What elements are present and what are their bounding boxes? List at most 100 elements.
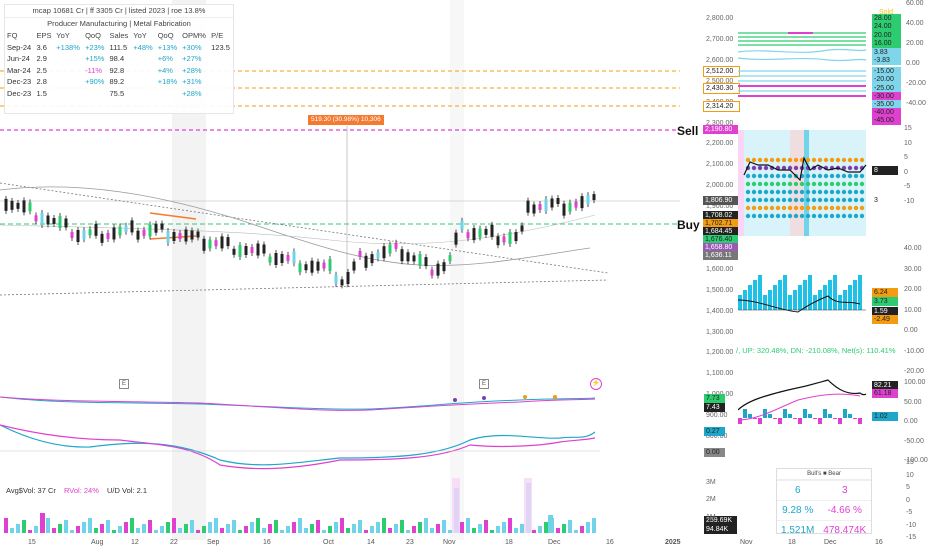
top-indicator-tag: -15.00	[872, 67, 901, 76]
volume-bar	[166, 522, 170, 533]
signal-dot	[763, 189, 769, 195]
candle-body	[364, 255, 368, 268]
time-axis-right-label: Nov	[740, 539, 753, 546]
cell-fq: Dec-23	[7, 88, 32, 98]
candle-body	[328, 259, 332, 271]
volume-bars	[4, 483, 596, 533]
signal-dot	[745, 181, 751, 187]
candle-body	[238, 245, 242, 257]
price-axis-label: 2,800.00	[706, 15, 734, 22]
signal-dot	[799, 213, 805, 219]
updown-summary: /, UP: 320.48%, DN: -210.08%, Net(s): 11…	[736, 346, 896, 355]
price-axis-label: 1,600.00	[706, 265, 734, 273]
signal-dot	[763, 157, 769, 163]
candle-body	[316, 261, 320, 271]
volume-bar	[382, 518, 386, 533]
signal-dot	[745, 189, 751, 195]
price-axis-label: 2,500.00	[706, 77, 734, 85]
cell-pe: 123.5	[211, 42, 230, 52]
volume-spike	[548, 515, 553, 533]
vol-osc-bar	[763, 295, 767, 310]
candle-body	[208, 239, 212, 249]
candle-body	[250, 247, 254, 253]
volume-bar	[214, 518, 218, 533]
col-8: P/E	[211, 31, 224, 41]
signal-dot	[787, 165, 793, 171]
volume-axis-label: 3M	[706, 479, 716, 486]
signal-dot	[757, 205, 763, 211]
candle-body	[436, 263, 440, 276]
volume-bar	[316, 520, 320, 533]
signal-dot	[829, 197, 835, 203]
lower-axis-label: 5	[906, 484, 910, 491]
volume-bar	[148, 520, 152, 533]
cell-eps_yoy	[54, 76, 83, 88]
signal-dot	[799, 189, 805, 195]
flash-icon[interactable]: ⚡	[590, 378, 602, 390]
signal-dot	[757, 213, 763, 219]
signal-dot	[781, 157, 787, 163]
signal-dot	[763, 205, 769, 211]
col-0: FQ	[7, 31, 18, 41]
macd-bar	[783, 409, 787, 418]
volume-bar	[388, 528, 392, 533]
candle-body	[478, 228, 482, 238]
macd-bar	[818, 418, 822, 424]
volume-bar	[112, 530, 116, 533]
time-axis-right-label: Dec	[824, 539, 837, 546]
candle-body	[106, 232, 110, 239]
bear-pct: -4.66 %	[818, 500, 871, 521]
candle-body	[430, 269, 434, 276]
signal-dot	[757, 173, 763, 179]
signal-dot	[787, 173, 793, 179]
volume-bar	[280, 530, 284, 533]
volume-bar	[100, 524, 104, 533]
fundamentals-header: mcap 10681 Cr | ff 3305 Cr | listed 2023…	[32, 6, 206, 15]
cell-opm: +28%	[182, 88, 202, 98]
dot-axis-label: -5	[904, 183, 911, 190]
signal-dot	[847, 181, 853, 187]
lower-axis-label: -5	[906, 509, 913, 516]
signal-dot	[835, 173, 841, 179]
candle-body	[424, 257, 428, 267]
candle-body	[244, 246, 248, 255]
vol-osc-bar	[813, 295, 817, 310]
volume-bar	[70, 530, 74, 533]
signal-dot	[763, 197, 769, 203]
earnings-mark-1[interactable]: E	[119, 379, 129, 389]
candle-body	[562, 203, 566, 216]
rs-tag: 7.43	[704, 403, 725, 412]
price-axis-label: 2,300.00	[706, 119, 734, 127]
volume-bar	[4, 518, 8, 533]
cell-fq: Jun-24	[7, 54, 30, 64]
volume-bar	[64, 520, 68, 533]
signal-dot	[835, 213, 841, 219]
volume-bar	[136, 528, 140, 533]
candle-body	[124, 225, 128, 232]
volume-bar	[406, 530, 410, 533]
price-axis-label: 1,900.00	[706, 203, 734, 211]
volume-bar	[376, 522, 380, 533]
right-axis-label: -20.00	[906, 80, 926, 87]
signal-dot	[853, 189, 859, 195]
signal-dot	[781, 173, 787, 179]
signal-dot	[853, 197, 859, 203]
signal-dot	[823, 181, 829, 187]
macd-bar	[828, 414, 832, 418]
signal-dot	[769, 189, 775, 195]
earnings-mark-2[interactable]: E	[479, 379, 489, 389]
vol-osc-bar	[853, 280, 857, 310]
signal-dot	[841, 165, 847, 171]
time-axis-label: 15	[28, 539, 36, 546]
signal-dot	[853, 165, 859, 171]
cell-sales: 89.2	[109, 77, 125, 87]
vol-osc-bar	[848, 285, 852, 310]
volume-bar	[448, 530, 452, 533]
cell-pe	[209, 53, 233, 65]
buy-signal: Buy	[677, 218, 700, 232]
candle-body	[472, 228, 476, 241]
top-indicator-tag: -20.00	[872, 75, 901, 84]
volume-bar	[184, 524, 188, 533]
signal-dot	[751, 189, 757, 195]
cell-sales_yoy: +48%	[133, 42, 153, 52]
